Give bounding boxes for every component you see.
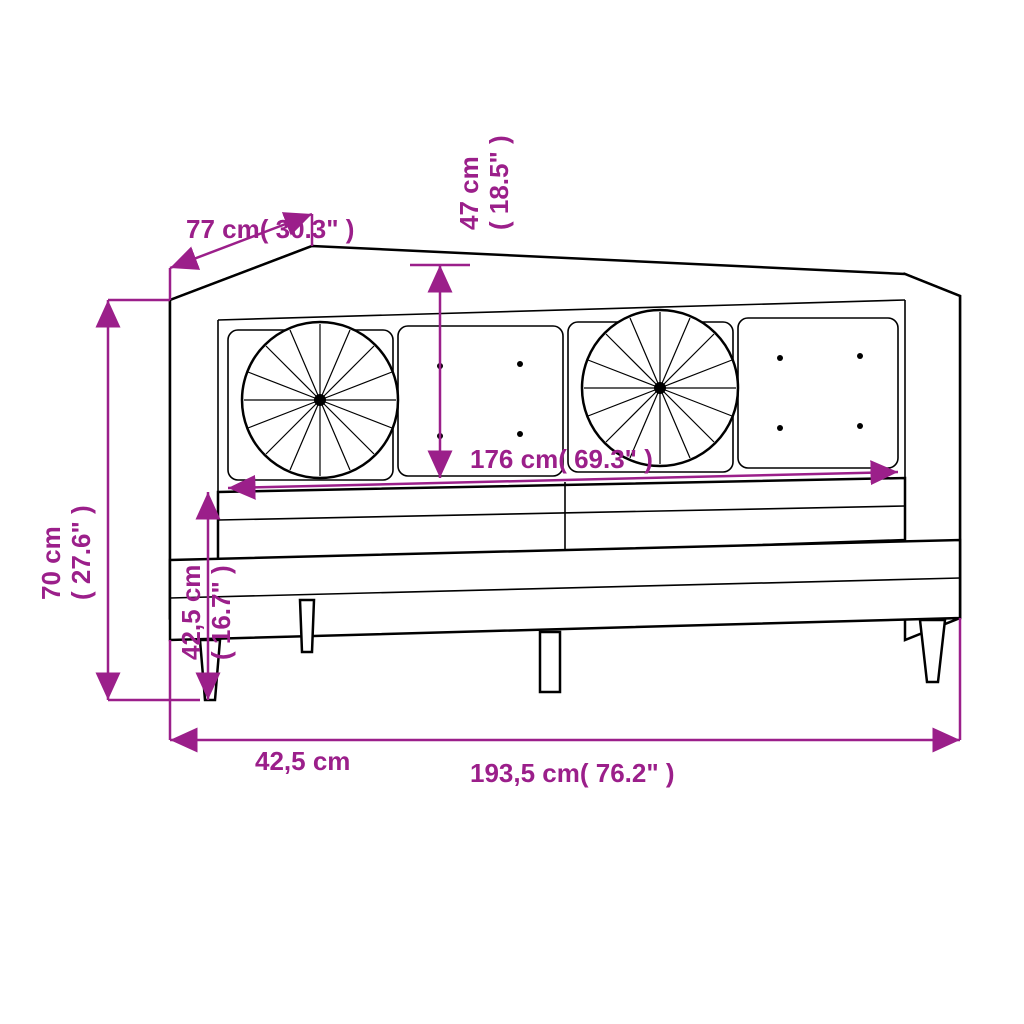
dim-seat-height-label: 42,5 cm( 16.7" ): [176, 565, 236, 660]
dim-total-height-label: 70 cm( 27.6" ): [36, 505, 96, 600]
dim-depth-label: 77 cm( 30.3" ): [186, 214, 354, 244]
dim-seat-width-label: 176 cm( 69.3" ): [470, 444, 653, 474]
diagram-stage: 77 cm( 30.3" ) 47 cm( 18.5" ) 176 cm( 69…: [0, 0, 1024, 1024]
dim-seat-height-below: 42,5 cm: [255, 746, 350, 776]
dim-total-width-label: 193,5 cm( 76.2" ): [470, 758, 675, 788]
dim-back-height-label: 47 cm( 18.5" ): [454, 135, 514, 230]
pillow-right: [582, 310, 738, 466]
pillow-left: [242, 322, 398, 478]
